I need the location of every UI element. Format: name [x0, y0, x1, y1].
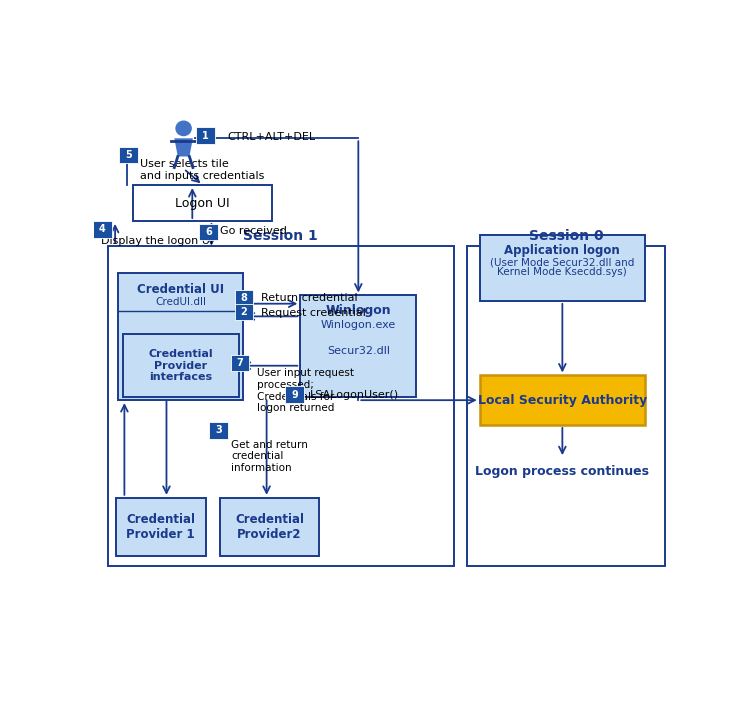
- Text: Logon UI: Logon UI: [175, 197, 230, 210]
- FancyBboxPatch shape: [209, 422, 228, 439]
- Text: 9: 9: [291, 390, 298, 400]
- Text: Application logon: Application logon: [505, 243, 620, 257]
- Text: 8: 8: [240, 293, 247, 303]
- Text: CTRL+ALT+DEL: CTRL+ALT+DEL: [227, 132, 315, 142]
- FancyBboxPatch shape: [119, 147, 138, 163]
- Text: 7: 7: [237, 358, 243, 368]
- Bar: [108, 246, 453, 566]
- Text: User input request
processed;
Credentials for
logon returned: User input request processed; Credential…: [258, 369, 354, 413]
- FancyBboxPatch shape: [234, 304, 253, 320]
- Text: Session 0: Session 0: [529, 229, 604, 243]
- Circle shape: [176, 121, 191, 135]
- Text: Logon process continues: Logon process continues: [476, 465, 649, 478]
- Bar: [479, 375, 645, 425]
- Bar: [479, 235, 645, 301]
- FancyBboxPatch shape: [196, 127, 215, 144]
- Text: CredUI.dll: CredUI.dll: [155, 297, 206, 307]
- FancyBboxPatch shape: [93, 221, 112, 238]
- Text: 1: 1: [202, 130, 209, 140]
- Bar: [220, 498, 319, 556]
- Text: User selects tile
and inputs credentials: User selects tile and inputs credentials: [140, 159, 264, 181]
- Text: Display the logon UI: Display the logon UI: [100, 236, 213, 246]
- Text: Request credential: Request credential: [261, 308, 366, 318]
- Text: Go received: Go received: [220, 226, 287, 236]
- FancyBboxPatch shape: [285, 387, 304, 403]
- Text: Credential UI: Credential UI: [137, 284, 224, 296]
- Text: Return credential: Return credential: [261, 293, 358, 303]
- Bar: [133, 185, 273, 221]
- Text: Credential
Provider 1: Credential Provider 1: [126, 513, 195, 541]
- Polygon shape: [175, 138, 193, 157]
- Bar: [300, 296, 416, 397]
- FancyBboxPatch shape: [231, 354, 249, 371]
- FancyBboxPatch shape: [234, 290, 253, 306]
- Text: Secur32.dll: Secur32.dll: [327, 346, 389, 356]
- Text: 2: 2: [240, 307, 247, 317]
- Bar: [467, 246, 665, 566]
- Text: Credential
Provider2: Credential Provider2: [235, 513, 304, 541]
- Bar: [118, 274, 243, 400]
- Text: Get and return
credential
information: Get and return credential information: [231, 440, 308, 473]
- Text: Kernel Mode Ksecdd.sys): Kernel Mode Ksecdd.sys): [497, 267, 627, 277]
- Text: Local Security Authority: Local Security Authority: [478, 394, 647, 407]
- Bar: [123, 334, 239, 397]
- Text: (User Mode Secur32.dll and: (User Mode Secur32.dll and: [490, 257, 634, 267]
- Bar: [115, 498, 206, 556]
- Text: Winlogon.exe: Winlogon.exe: [321, 320, 396, 330]
- Text: 6: 6: [205, 227, 212, 237]
- Text: 4: 4: [99, 224, 106, 234]
- Text: 3: 3: [215, 425, 222, 435]
- Text: LSALogonUser(): LSALogonUser(): [309, 390, 398, 400]
- FancyBboxPatch shape: [199, 223, 218, 241]
- Text: Credential
Provider
interfaces: Credential Provider interfaces: [148, 349, 213, 382]
- Text: Winlogon: Winlogon: [326, 304, 391, 317]
- Text: Session 1: Session 1: [243, 229, 318, 243]
- Text: 5: 5: [125, 150, 132, 160]
